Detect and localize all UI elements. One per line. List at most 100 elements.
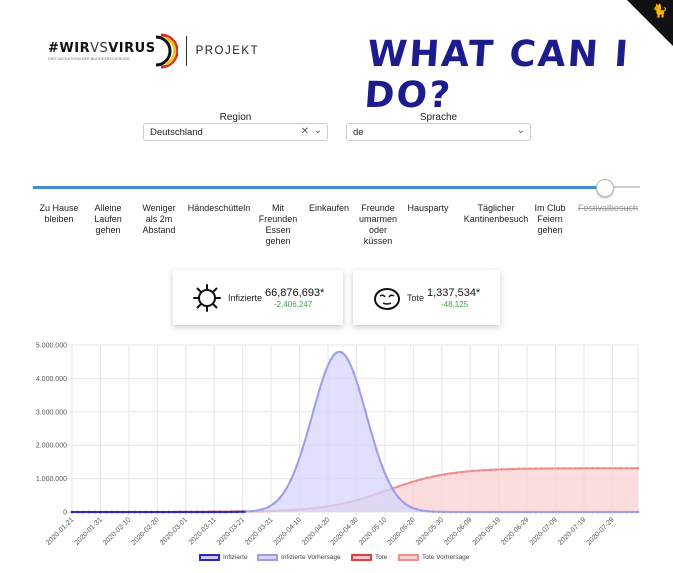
logo-main-text: #WIRVSVIRUS	[48, 41, 156, 56]
data-point	[454, 510, 458, 514]
data-point	[517, 467, 520, 471]
data-point	[139, 510, 142, 514]
activity-slider-handle[interactable]	[595, 179, 614, 197]
data-point	[494, 510, 498, 514]
activity-step[interactable]: Im Club Feiern gehen	[534, 203, 566, 235]
activity-step[interactable]: Festivalbesuch	[578, 203, 639, 213]
data-point	[591, 510, 594, 514]
x-tick-label: 2020-01-31	[74, 516, 104, 546]
data-point	[443, 510, 446, 514]
activity-step[interactable]: Händeschütteln	[187, 203, 251, 213]
x-tick-label: 2020-06-09	[443, 516, 473, 546]
data-point	[619, 510, 623, 514]
data-point	[409, 505, 412, 509]
x-tick-label: 2020-05-20	[386, 516, 416, 546]
activity-step[interactable]: Zu Hause bleiben	[39, 203, 79, 224]
github-octocat-icon[interactable]: 🐈	[651, 4, 668, 19]
data-point	[261, 507, 264, 511]
y-tick-label: 1.000.000	[36, 476, 67, 483]
x-tick-label: 2020-02-10	[102, 516, 132, 546]
activity-slider-track[interactable]	[33, 186, 640, 189]
y-tick-label: 3.000.000	[36, 409, 67, 416]
data-point	[488, 510, 492, 514]
y-tick-label: 2.000.000	[36, 443, 67, 450]
chevron-down-icon[interactable]: ⌄	[313, 125, 322, 136]
region-select[interactable]: Deutschland ✕ ⌄	[143, 123, 328, 141]
deaths-label: Tote	[407, 293, 425, 303]
data-point	[460, 470, 464, 474]
data-point	[431, 510, 435, 513]
data-point	[323, 371, 327, 374]
data-point	[483, 468, 486, 472]
activity-step[interactable]: Alleine Laufen gehen	[94, 203, 122, 235]
data-point	[522, 510, 526, 514]
data-point	[488, 468, 492, 472]
data-point	[602, 467, 606, 470]
legend-item[interactable]: Tote Vorhersage	[398, 554, 469, 561]
data-point	[167, 510, 170, 514]
data-point	[289, 478, 293, 481]
data-point	[403, 483, 407, 486]
data-point	[272, 502, 276, 505]
infected-label: Infizierte	[228, 293, 263, 303]
data-point	[608, 510, 611, 514]
legend-swatch	[199, 554, 220, 561]
x-tick-label: 2020-07-19	[557, 516, 587, 546]
activity-step[interactable]: Einkaufen	[308, 203, 350, 213]
language-select[interactable]: de ⌄	[346, 123, 531, 141]
activity-step[interactable]: Weniger als 2m Abstand	[142, 203, 176, 235]
activity-step[interactable]: Hausparty	[407, 203, 449, 213]
data-point	[306, 428, 310, 432]
data-point	[278, 496, 281, 500]
data-point	[329, 358, 333, 361]
data-point	[295, 464, 299, 468]
activity-step[interactable]: Täglicher Kantinenbesuch	[463, 203, 529, 224]
data-point	[613, 510, 617, 514]
series-area	[245, 468, 638, 512]
data-point	[420, 509, 424, 512]
data-point	[116, 510, 119, 514]
data-point	[369, 428, 372, 432]
data-point	[150, 510, 153, 514]
wirvsvirus-logo: #WIRVSVIRUS DER HACKATHON DER BUNDESREGI…	[48, 33, 259, 69]
data-point	[579, 467, 583, 470]
data-point	[437, 474, 441, 477]
data-point	[420, 477, 424, 481]
x-tick-label: 2020-02-20	[130, 516, 160, 546]
x-tick-label: 2020-03-31	[244, 516, 274, 546]
deaths-delta: -48,125	[441, 300, 469, 309]
legend-item[interactable]: Tote	[351, 554, 387, 561]
region-select-value: Deutschland	[150, 126, 203, 138]
activity-step[interactable]: Freunde umarmen oder küssen	[358, 203, 397, 246]
data-point	[608, 467, 611, 470]
data-point	[363, 408, 367, 411]
logo-flag-arc-icon	[155, 33, 178, 69]
y-tick-label: 0	[63, 510, 67, 517]
data-point	[426, 476, 429, 480]
legend-item[interactable]: Infizierte Vorhersage	[257, 554, 341, 561]
data-point	[397, 484, 401, 488]
data-point	[568, 467, 571, 470]
data-point	[477, 510, 481, 514]
data-point	[483, 510, 486, 514]
legend-item[interactable]: Infizierte	[199, 554, 248, 561]
data-point	[414, 507, 418, 511]
data-point	[284, 489, 287, 492]
x-tick-label: 2020-06-19	[472, 516, 502, 546]
data-point	[184, 510, 188, 514]
data-point	[500, 510, 503, 514]
activity-step[interactable]: Mit Freunden Essen gehen	[258, 203, 298, 246]
chevron-down-icon[interactable]: ⌄	[516, 125, 525, 136]
clear-icon[interactable]: ✕	[300, 126, 309, 137]
data-point	[540, 467, 543, 470]
logo-separator	[185, 36, 187, 66]
data-point	[93, 510, 97, 514]
github-corner[interactable]	[627, 0, 673, 46]
data-point	[312, 408, 316, 411]
data-point	[619, 467, 623, 470]
logo-projekt-label: PROJEKT	[195, 45, 260, 57]
data-point	[613, 467, 617, 470]
y-tick-label: 5.000.000	[36, 343, 67, 350]
data-point	[579, 510, 583, 514]
data-point	[460, 510, 464, 514]
